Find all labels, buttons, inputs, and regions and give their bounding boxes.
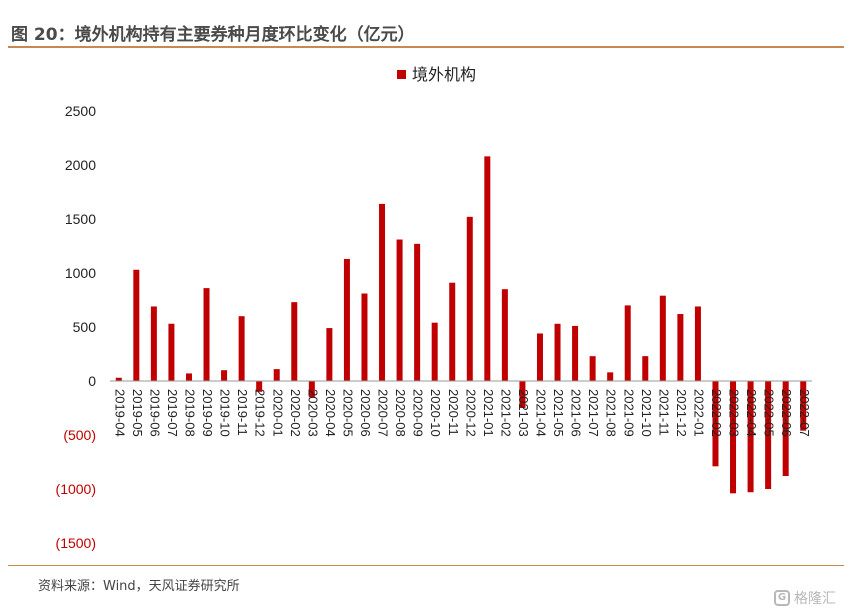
y-tick-label: 1500 [65, 211, 96, 227]
y-tick-label: 2500 [65, 103, 96, 119]
y-tick-label: (1500) [56, 535, 96, 551]
watermark-text: 格隆汇 [794, 591, 836, 607]
bar [308, 381, 315, 398]
y-tick-label: (500) [63, 427, 96, 443]
bar [659, 295, 666, 381]
legend-label: 境外机构 [412, 65, 476, 84]
x-tick-label: 2022-02 [709, 389, 724, 437]
watermark-logo-icon: G [774, 590, 790, 606]
bar [677, 314, 684, 381]
bar [712, 381, 719, 467]
x-tick-label: 2021-06 [569, 389, 584, 437]
bar [379, 203, 386, 381]
footer-divider [8, 565, 844, 566]
bar [519, 381, 526, 408]
watermark: G 格隆汇 [774, 588, 836, 608]
bar [800, 381, 807, 431]
bar [466, 216, 473, 381]
bar [414, 243, 421, 381]
x-tick-label: 2020-11 [446, 389, 461, 436]
y-tick-label: 500 [73, 319, 97, 335]
bar [642, 356, 649, 381]
x-tick-label: 2021-11 [656, 389, 671, 436]
x-tick-label: 2022-05 [762, 389, 777, 437]
bar [168, 323, 175, 381]
bar [361, 293, 368, 381]
bar [185, 373, 192, 381]
x-tick-label: 2021-04 [534, 389, 549, 437]
bar [256, 381, 263, 392]
x-tick-label: 2021-09 [621, 389, 636, 437]
x-tick-label: 2019-09 [200, 389, 215, 437]
x-tick-label: 2019-05 [130, 389, 145, 437]
bar [536, 333, 543, 381]
x-tick-label: 2019-08 [183, 389, 198, 437]
bar [221, 370, 228, 381]
x-tick-label: 2019-10 [218, 389, 233, 437]
x-tick-label: 2019-07 [165, 389, 180, 437]
x-tick-label: 2022-04 [744, 389, 759, 437]
x-tick-label: 2020-12 [463, 389, 478, 437]
bar [607, 372, 614, 381]
bar [273, 369, 280, 381]
x-tick-label: 2021-01 [481, 389, 496, 437]
x-tick-label: 2022-03 [727, 389, 742, 437]
bar [484, 156, 491, 381]
x-tick-label: 2020-01 [270, 389, 285, 437]
x-tick-label: 2020-08 [393, 389, 408, 437]
x-tick-label: 2020-05 [340, 389, 355, 437]
x-tick-label: 2021-02 [498, 389, 513, 437]
title-divider [8, 46, 844, 48]
x-tick-label: 2020-02 [288, 389, 303, 437]
x-tick-label: 2020-07 [376, 389, 391, 437]
bar [238, 316, 245, 381]
x-tick-label: 2021-03 [516, 389, 531, 437]
bar [782, 381, 789, 477]
x-tick-label: 2021-10 [639, 389, 654, 437]
x-tick-label: 2022-07 [797, 389, 812, 437]
bar [431, 322, 438, 381]
bar [572, 325, 579, 381]
y-tick-label: 2000 [65, 157, 96, 173]
x-tick-label: 2019-12 [253, 389, 268, 437]
bar [624, 305, 631, 381]
bar [694, 306, 701, 381]
x-tick-label: 2020-06 [358, 389, 373, 437]
y-tick-label: 0 [88, 373, 96, 389]
source-note: 资料来源：Wind，天风证券研究所 [38, 579, 240, 594]
x-tick-label: 2021-08 [604, 389, 619, 437]
y-tick-label: (1000) [56, 481, 96, 497]
bar [396, 239, 403, 381]
bar [730, 381, 737, 494]
x-tick-label: 2020-04 [323, 389, 338, 437]
bar [589, 356, 596, 381]
bar [150, 306, 157, 381]
bar [343, 258, 350, 381]
bar [203, 288, 210, 381]
x-tick-label: 2020-03 [305, 389, 320, 437]
bar [449, 282, 456, 381]
x-tick-label: 2021-07 [586, 389, 601, 437]
bar [747, 381, 754, 493]
y-tick-label: 1000 [65, 265, 96, 281]
bar [291, 302, 298, 381]
x-tick-label: 2019-04 [112, 389, 127, 437]
x-tick-label: 2019-06 [147, 389, 162, 437]
bar [326, 328, 333, 381]
bar [115, 377, 122, 381]
x-tick-label: 2021-12 [674, 389, 689, 437]
x-tick-label: 2021-05 [551, 389, 566, 437]
x-tick-label: 2020-09 [411, 389, 426, 437]
bar [133, 269, 140, 381]
figure-title: 图 20：境外机构持有主要券种月度环比变化（亿元） [11, 25, 415, 45]
legend-swatch [397, 70, 406, 79]
x-tick-label: 2020-10 [428, 389, 443, 437]
x-tick-label: 2019-11 [235, 389, 250, 436]
x-tick-label: 2022-01 [691, 389, 706, 437]
bar [554, 323, 561, 381]
bar [501, 289, 508, 381]
bar [765, 381, 772, 489]
x-tick-label: 2022-06 [779, 389, 794, 437]
